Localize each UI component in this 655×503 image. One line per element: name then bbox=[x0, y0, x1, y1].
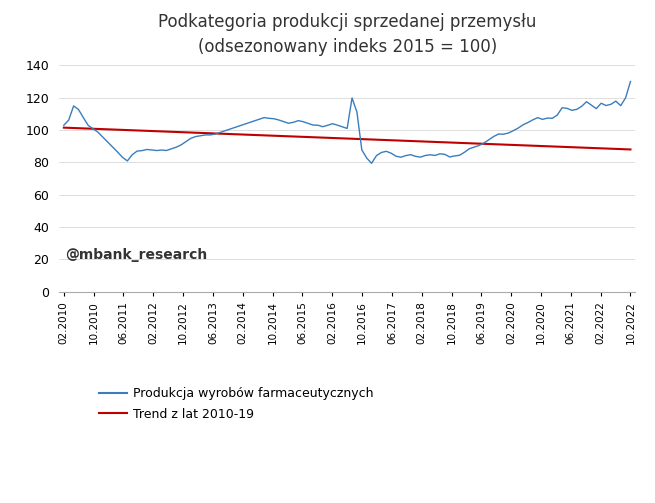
Legend: Produkcja wyrobów farmaceutycznych, Trend z lat 2010-19: Produkcja wyrobów farmaceutycznych, Tren… bbox=[94, 382, 379, 426]
Title: Podkategoria produkcji sprzedanej przemysłu
(odsezonowany indeks 2015 = 100): Podkategoria produkcji sprzedanej przemy… bbox=[158, 13, 536, 55]
Text: @mbank_research: @mbank_research bbox=[65, 248, 207, 263]
